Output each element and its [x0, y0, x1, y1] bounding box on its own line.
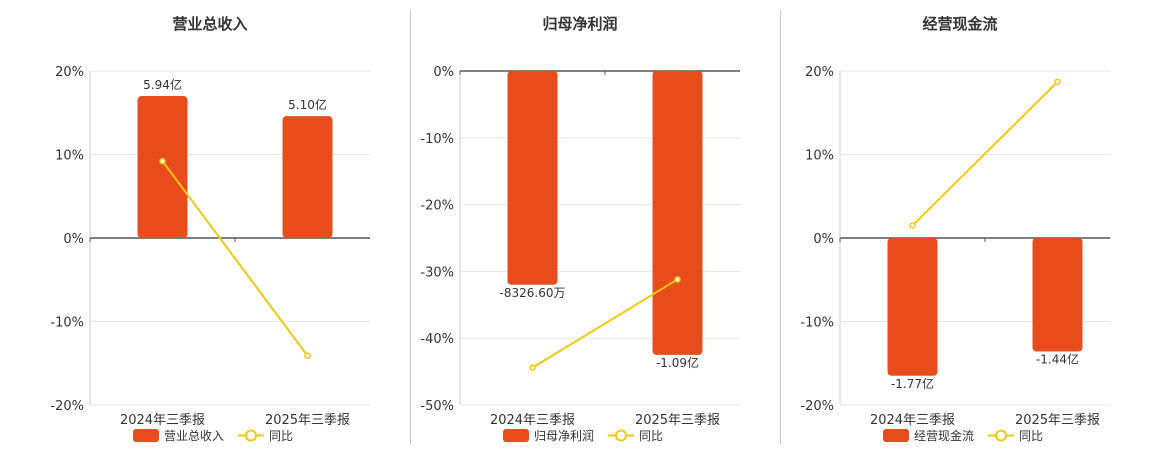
y-tick-label: 0% [63, 232, 84, 247]
chart-cash-flow: 经营现金流 20% 10% 0% -10% -20% -1.77亿 -1.44亿 2024年三季… [800, 15, 1110, 443]
x-tick-label: 2024年三季报 [120, 413, 205, 428]
legend-line-marker [615, 429, 627, 442]
chart-net-profit: 归母净利润 0% -10% -20% -30% -40% -50% -8326.60万 -1.0… [420, 15, 740, 443]
x-tick-label: 2024年三季报 [870, 413, 955, 428]
chart-title: 归母净利润 [542, 15, 617, 33]
yoy-point [674, 276, 681, 283]
legend-label: 同比 [639, 429, 663, 443]
y-tick-label: -20% [800, 399, 834, 414]
y-tick-label: 10% [55, 149, 84, 164]
chart-title: 经营现金流 [922, 15, 997, 33]
yoy-line [531, 278, 679, 369]
bar-data-label: -1.77亿 [891, 376, 934, 391]
yoy-point [304, 352, 311, 359]
x-tick-label: 2024年三季报 [490, 413, 575, 428]
bar [507, 71, 558, 285]
y-tick-label: 0% [433, 65, 454, 80]
yoy-point [159, 157, 166, 165]
y-tick-label: 20% [805, 65, 834, 80]
yoy-line [911, 81, 1059, 227]
legend-label: 营业总收入 [164, 429, 224, 443]
legend-label: 同比 [1019, 429, 1043, 443]
x-tick-label: 2025年三季报 [1015, 413, 1100, 428]
legend-label: 归母净利润 [534, 429, 594, 443]
panel-divider [410, 10, 411, 444]
y-tick-label: -20% [420, 199, 454, 214]
legend-label: 经营现金流 [914, 428, 974, 443]
y-tick-label: -30% [420, 265, 454, 280]
bar-data-label: 5.94亿 [143, 77, 182, 92]
bar-data-label: -1.09亿 [656, 355, 699, 370]
bar-data-label: -8326.60万 [500, 286, 566, 300]
bar [282, 116, 333, 238]
chart-revenue: 营业总收入 20% 10% 0% -10% -20% 5.94亿 5.10亿 2024年三季报 2… [50, 15, 370, 443]
yoy-point [1054, 78, 1061, 86]
bar [652, 71, 703, 355]
yoy-point [909, 222, 916, 229]
legend-line-marker [245, 429, 257, 442]
yoy-point [529, 364, 536, 371]
panel-divider [780, 10, 781, 444]
legend-bar-swatch [883, 429, 909, 442]
bar-data-label: 5.10亿 [288, 97, 327, 112]
bar [887, 238, 938, 376]
y-tick-label: -20% [50, 399, 84, 414]
legend-line-marker [995, 429, 1007, 442]
chart-panel-cash-flow: 经营现金流 20% 10% 0% -10% -20% -1.77亿 -1.44亿 2024年三季… [740, 0, 1110, 450]
legend-bar-swatch [133, 429, 159, 442]
x-tick-label: 2025年三季报 [265, 413, 350, 428]
y-tick-label: -10% [800, 316, 834, 331]
x-tick-label: 2025年三季报 [635, 413, 720, 428]
bar [1032, 238, 1083, 352]
y-tick-label: -10% [420, 132, 454, 147]
bar-data-label: -1.44亿 [1036, 352, 1079, 367]
chart-panel-revenue: 营业总收入 20% 10% 0% -10% -20% 5.94亿 5.10亿 2024年三季报 2… [0, 0, 370, 450]
y-tick-label: 0% [813, 232, 834, 247]
y-tick-label: 10% [805, 149, 834, 164]
y-tick-label: -10% [50, 316, 84, 331]
legend-bar-swatch [503, 429, 529, 442]
chart-title: 营业总收入 [172, 15, 247, 33]
yoy-line [161, 160, 309, 357]
bar [137, 96, 188, 238]
y-tick-label: 20% [55, 65, 84, 80]
chart-panel-net-profit: 归母净利润 0% -10% -20% -30% -40% -50% -8326.60万 -1.0… [370, 0, 740, 450]
legend-label: 同比 [269, 429, 293, 443]
y-tick-label: -40% [420, 332, 454, 347]
y-tick-label: -50% [420, 399, 454, 414]
